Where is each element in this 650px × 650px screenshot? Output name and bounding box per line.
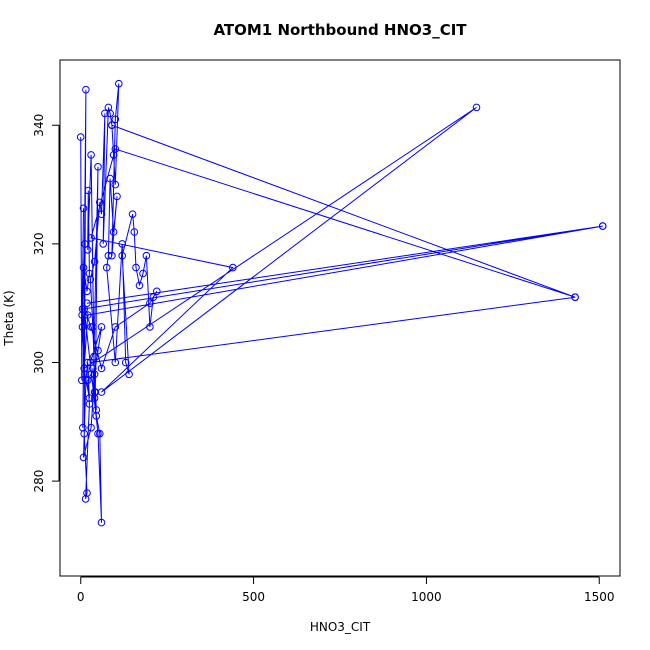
- data-point: [85, 269, 94, 278]
- data-point: [87, 323, 95, 331]
- data-point: [94, 429, 102, 438]
- data-point: [87, 234, 95, 242]
- data-point: [142, 251, 151, 260]
- data-point: [85, 400, 94, 408]
- x-axis-label: HNO3_CIT: [310, 620, 371, 634]
- data-point: [121, 358, 130, 367]
- data-point: [146, 299, 154, 308]
- data-point: [135, 281, 144, 290]
- data-point: [113, 192, 121, 201]
- x-tick-label: 500: [242, 590, 265, 604]
- data-point: [108, 121, 116, 129]
- data-point: [139, 269, 147, 278]
- data-point: [80, 429, 88, 438]
- data-point: [78, 376, 86, 385]
- y-axis: 280 300 320 340: [32, 114, 60, 493]
- y-axis-label: Theta (K): [2, 290, 16, 346]
- data-point: [78, 323, 87, 331]
- data-point: [86, 358, 95, 367]
- data-point: [90, 352, 98, 361]
- x-tick-label: 1000: [411, 590, 442, 604]
- data-point: [94, 346, 102, 355]
- y-tick-label: 340: [32, 114, 46, 137]
- data-point: [128, 210, 137, 218]
- data-point: [83, 358, 92, 367]
- data-point: [125, 370, 133, 379]
- data-point: [111, 358, 120, 367]
- data-point: [79, 453, 88, 462]
- x-axis: 0 500 1000 1500: [77, 576, 615, 604]
- plot-area: [59, 59, 621, 577]
- data-point: [81, 495, 90, 503]
- data-point: [83, 311, 92, 319]
- series-line: [80, 83, 603, 523]
- data-point: [83, 287, 91, 296]
- data-point: [78, 305, 87, 313]
- data-point: [90, 370, 99, 379]
- chart-title: ATOM1 Northbound HNO3_CIT: [213, 21, 467, 39]
- data-point: [92, 412, 101, 420]
- data-point: [146, 323, 154, 331]
- data-point: [106, 109, 114, 118]
- x-tick-label: 0: [77, 590, 85, 604]
- y-tick-label: 280: [32, 470, 46, 493]
- data-point: [97, 518, 106, 527]
- data-point: [472, 103, 481, 112]
- data-point: [101, 109, 109, 118]
- data-point: [80, 364, 88, 373]
- data-point: [149, 293, 158, 302]
- data-point: [229, 263, 237, 272]
- data-point: [86, 275, 95, 284]
- data-point: [79, 204, 88, 213]
- y-tick-label: 320: [32, 232, 46, 255]
- data-point: [111, 323, 120, 331]
- data-point: [108, 251, 116, 260]
- data-point: [118, 251, 126, 260]
- x-tick-label: 1500: [584, 590, 615, 604]
- data-point: [104, 251, 113, 260]
- data-point: [83, 299, 91, 308]
- data-point: [97, 388, 106, 396]
- data-point: [97, 323, 106, 331]
- data-point: [153, 287, 161, 296]
- data-point: [92, 406, 101, 414]
- data-point: [111, 115, 120, 124]
- data-point: [99, 240, 107, 248]
- data-point: [83, 246, 92, 254]
- data-point: [87, 423, 95, 432]
- y-tick-label: 300: [32, 351, 46, 374]
- data-point: [109, 228, 118, 236]
- data-point: [87, 151, 95, 159]
- data-point: [111, 145, 120, 153]
- data-point: [97, 364, 106, 373]
- data-point: [79, 263, 88, 272]
- data-point: [82, 85, 90, 94]
- data-point: [94, 163, 102, 171]
- data-point: [571, 293, 579, 302]
- data-point: [96, 198, 104, 207]
- data-point: [97, 210, 106, 218]
- data-point: [76, 133, 85, 141]
- data-point: [132, 263, 140, 272]
- data-point: [118, 240, 126, 248]
- data-point: [85, 394, 94, 402]
- data-point: [111, 180, 120, 189]
- series-layer: [76, 79, 607, 527]
- data-point: [82, 376, 90, 385]
- data-point: [90, 257, 99, 266]
- data-point: [106, 174, 114, 183]
- data-point: [130, 228, 139, 236]
- data-point: [90, 394, 99, 402]
- data-point: [84, 186, 93, 195]
- data-point: [115, 79, 123, 88]
- data-point: [81, 240, 89, 248]
- data-point: [598, 222, 607, 230]
- data-point: [102, 263, 111, 272]
